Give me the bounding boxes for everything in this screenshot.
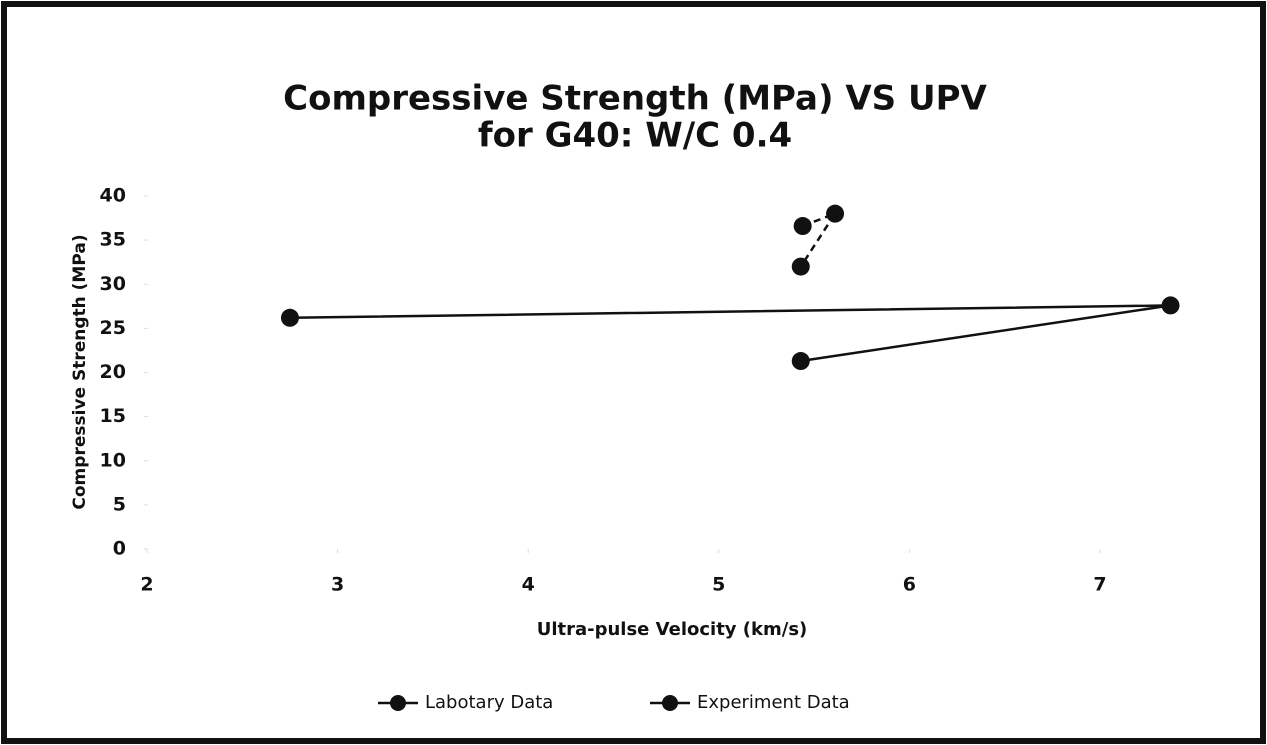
- y-tick-label: 40: [100, 185, 126, 207]
- y-tick-label: 15: [100, 405, 126, 427]
- data-point: [792, 258, 810, 276]
- x-axis-title: Ultra-pulse Velocity (km/s): [537, 619, 808, 640]
- chart-title: Compressive Strength (MPa) VS UPV: [283, 79, 987, 119]
- x-tick-label: 2: [140, 574, 153, 596]
- y-tick-label: 0: [113, 538, 126, 560]
- legend-marker: [662, 695, 678, 711]
- chart: Compressive Strength (MPa) VS UPV for G4…: [0, 0, 1267, 745]
- y-tick-label: 35: [100, 229, 126, 251]
- y-tick-label: 5: [113, 493, 126, 515]
- y-tick-label: 10: [100, 449, 126, 471]
- y-tick-label: 25: [100, 317, 126, 339]
- y-tick-label: 20: [100, 361, 126, 383]
- x-tick-label: 4: [522, 574, 535, 596]
- x-tick-label: 5: [712, 574, 725, 596]
- page: {"chart_data": {"type": "line", "title":…: [0, 0, 1267, 745]
- legend-marker: [390, 695, 406, 711]
- data-point: [1162, 296, 1180, 314]
- chart-subtitle: for G40: W/C 0.4: [478, 116, 792, 156]
- x-tick-label: 3: [331, 574, 344, 596]
- data-point: [826, 205, 844, 223]
- legend-label: Labotary Data: [425, 692, 553, 713]
- legend-label: Experiment Data: [697, 692, 850, 713]
- y-tick-label: 30: [100, 273, 126, 295]
- y-axis-title: Compressive Strength (MPa): [70, 234, 90, 509]
- data-point: [794, 217, 812, 235]
- data-point: [281, 309, 299, 327]
- x-tick-label: 6: [903, 574, 916, 596]
- data-point: [792, 352, 810, 370]
- x-tick-label: 7: [1093, 574, 1106, 596]
